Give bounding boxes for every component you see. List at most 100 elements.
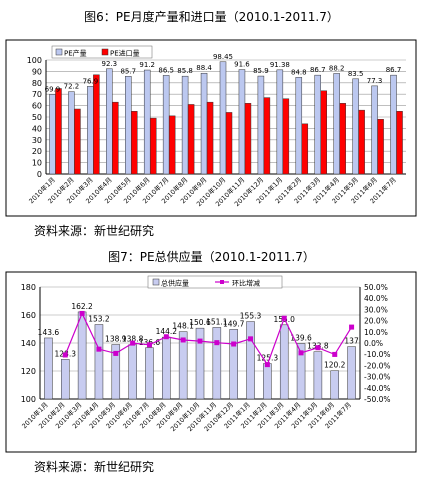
legend-swatch-pe-production: [55, 48, 63, 56]
bar-total-supply: [229, 329, 238, 400]
y2-tick-label: -10.0%: [364, 350, 391, 359]
legend-label: PE产量: [64, 49, 87, 58]
bar-total-supply: [263, 363, 272, 400]
y-tick-label: 100: [21, 395, 36, 404]
data-label: 88.2: [329, 64, 345, 72]
point-mom-change: [298, 350, 304, 356]
legend-label: PE进口量: [110, 50, 140, 58]
bar-total-supply: [313, 351, 323, 400]
y2-tick-label: 20.0%: [364, 317, 388, 326]
bar-pe-import: [187, 104, 195, 175]
bar-pe-import: [301, 123, 309, 175]
data-label: 91.38: [270, 61, 290, 69]
bar-pe-import: [206, 101, 214, 175]
data-label: 151.1: [206, 317, 228, 326]
bar-pe-import: [358, 109, 365, 175]
data-label: 69.9: [45, 85, 61, 93]
point-mom-change: [180, 337, 186, 343]
figure7-source: 资料来源：新世纪研究: [34, 460, 155, 474]
y2-tick-label: 30.0%: [364, 305, 388, 314]
bar-pe-import: [396, 111, 403, 175]
point-mom-change: [62, 352, 68, 358]
bar-total-supply: [347, 346, 356, 400]
bar-total-supply: [94, 324, 104, 400]
figure7-title: 图7：PE总供应量（2010.1-2011.7）: [108, 250, 315, 264]
data-label: 86.5: [158, 66, 174, 74]
y-tick-label: 50: [32, 113, 42, 122]
bar-total-supply: [296, 343, 306, 400]
bar-total-supply: [212, 327, 222, 400]
data-label: 149.7: [223, 319, 245, 328]
bar-pe-import: [55, 88, 62, 175]
bar-pe-import: [93, 74, 100, 175]
y2-tick-label: -20.0%: [364, 361, 391, 370]
y-tick-label: 80: [32, 79, 42, 88]
y2-tick-label: -30.0%: [364, 373, 391, 382]
bar-pe-import: [263, 97, 271, 175]
y2-tick-label: 10.0%: [364, 328, 388, 337]
point-mom-change: [130, 340, 136, 346]
point-mom-change: [264, 362, 270, 368]
data-label: 138.9: [105, 335, 127, 344]
bar-pe-import: [320, 90, 327, 175]
y2-tick-label: 50.0%: [364, 283, 388, 292]
y-tick-label: 60: [32, 102, 42, 111]
y-tick-label: 160: [21, 311, 36, 320]
y-tick-label: 180: [21, 283, 36, 292]
data-label: 98.45: [213, 53, 233, 61]
point-mom-change: [113, 350, 119, 356]
bar-total-supply: [128, 344, 137, 400]
point-mom-change: [315, 345, 321, 351]
y-tick-label: 10: [32, 159, 42, 168]
point-mom-change: [214, 340, 220, 346]
legend-label: 环比增减: [232, 279, 260, 288]
bar-pe-import: [112, 101, 119, 175]
data-label: 85.7: [120, 67, 136, 75]
data-label: 144.2: [156, 327, 178, 336]
bar-total-supply: [111, 344, 121, 400]
bar-pe-import: [244, 103, 252, 175]
y-tick-label: 0: [37, 170, 42, 179]
y-tick-label: 30: [32, 136, 42, 145]
bar-pe-import: [149, 117, 157, 175]
point-mom-change: [349, 324, 355, 330]
y-tick-label: 120: [21, 367, 36, 376]
data-label: 120.2: [324, 361, 346, 370]
data-label: 139.6: [290, 334, 312, 343]
point-mom-change: [146, 342, 152, 348]
y-tick-label: 70: [32, 90, 42, 99]
data-label: 86.7: [310, 66, 326, 74]
y2-tick-label: -50.0%: [364, 395, 391, 404]
point-mom-change: [231, 341, 237, 347]
data-label: 76.9: [83, 77, 99, 85]
figure6-source: 资料来源：新世纪研究: [34, 224, 155, 238]
bar-pe-import: [282, 98, 290, 175]
bar-pe-import: [339, 103, 346, 175]
data-label: 138.8: [122, 335, 144, 344]
legend-marker-mom-change: [220, 280, 224, 284]
data-label: 91.2: [139, 61, 155, 69]
bar-pe-import: [74, 108, 81, 175]
data-label: 143.6: [38, 328, 60, 337]
data-label: 150.6: [189, 318, 211, 327]
point-mom-change: [332, 351, 338, 357]
y-tick-label: 20: [32, 147, 42, 156]
data-label: 84.8: [291, 68, 307, 76]
point-mom-change: [96, 346, 102, 352]
data-label: 83.5: [348, 70, 364, 78]
bar-total-supply: [330, 370, 339, 400]
y2-tick-label: 40.0%: [364, 294, 388, 303]
y-tick-label: 90: [32, 67, 42, 76]
data-label: 77.3: [367, 77, 383, 85]
data-label: 136.6: [139, 338, 161, 347]
legend-swatch-total-supply: [152, 278, 160, 286]
line-mom-change: [64, 311, 353, 366]
bar-total-supply: [195, 327, 205, 400]
data-label: 88.4: [196, 64, 212, 72]
bar-pe-import: [377, 119, 384, 175]
y-tick-label: 100: [27, 56, 42, 65]
bar-pe-import: [168, 115, 176, 175]
bar-total-supply: [61, 359, 70, 400]
legend-swatch-pe-import: [101, 48, 109, 56]
